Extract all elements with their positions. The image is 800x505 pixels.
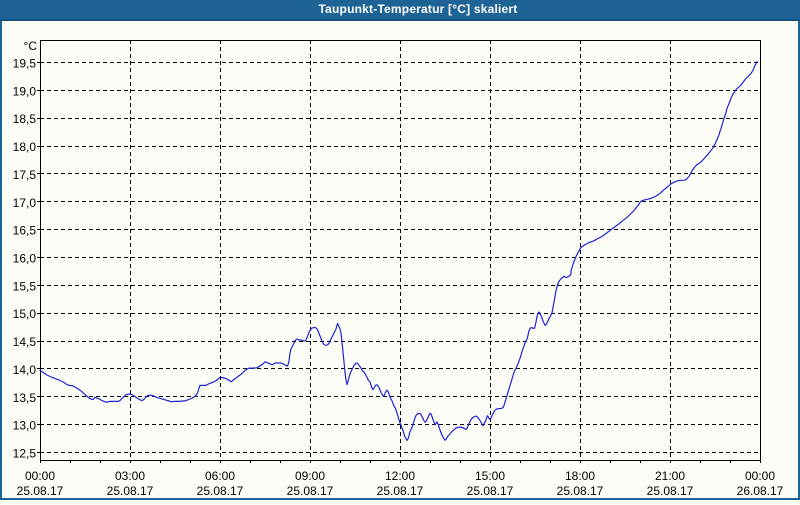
svg-text:13,5: 13,5 (13, 391, 37, 405)
svg-text:09:00: 09:00 (295, 469, 325, 483)
svg-text:12:00: 12:00 (385, 469, 415, 483)
svg-text:25.08.17: 25.08.17 (197, 484, 244, 498)
svg-text:25.08.17: 25.08.17 (377, 484, 424, 498)
svg-text:13,0: 13,0 (13, 419, 37, 433)
svg-text:18,0: 18,0 (13, 140, 37, 154)
svg-text:16,5: 16,5 (13, 224, 37, 238)
svg-text:15,5: 15,5 (13, 279, 37, 293)
svg-text:14,5: 14,5 (13, 335, 37, 349)
svg-text:06:00: 06:00 (205, 469, 235, 483)
svg-text:°C: °C (24, 39, 38, 53)
svg-text:00:00: 00:00 (25, 469, 55, 483)
svg-text:12,5: 12,5 (13, 447, 37, 461)
svg-text:25.08.17: 25.08.17 (107, 484, 154, 498)
svg-text:16,0: 16,0 (13, 252, 37, 266)
svg-text:19,5: 19,5 (13, 57, 37, 71)
svg-text:25.08.17: 25.08.17 (287, 484, 334, 498)
svg-text:14,0: 14,0 (13, 363, 37, 377)
svg-text:18,5: 18,5 (13, 112, 37, 126)
svg-text:25.08.17: 25.08.17 (557, 484, 604, 498)
svg-text:26.08.17: 26.08.17 (737, 484, 784, 498)
svg-text:17,0: 17,0 (13, 196, 37, 210)
svg-text:25.08.17: 25.08.17 (17, 484, 64, 498)
svg-text:19,0: 19,0 (13, 84, 37, 98)
svg-text:18:00: 18:00 (565, 469, 595, 483)
svg-text:25.08.17: 25.08.17 (647, 484, 694, 498)
svg-text:00:00: 00:00 (745, 469, 775, 483)
svg-text:25.08.17: 25.08.17 (467, 484, 514, 498)
svg-text:15:00: 15:00 (475, 469, 505, 483)
svg-text:21:00: 21:00 (655, 469, 685, 483)
svg-text:15,0: 15,0 (13, 307, 37, 321)
svg-text:03:00: 03:00 (115, 469, 145, 483)
svg-text:17,5: 17,5 (13, 168, 37, 182)
